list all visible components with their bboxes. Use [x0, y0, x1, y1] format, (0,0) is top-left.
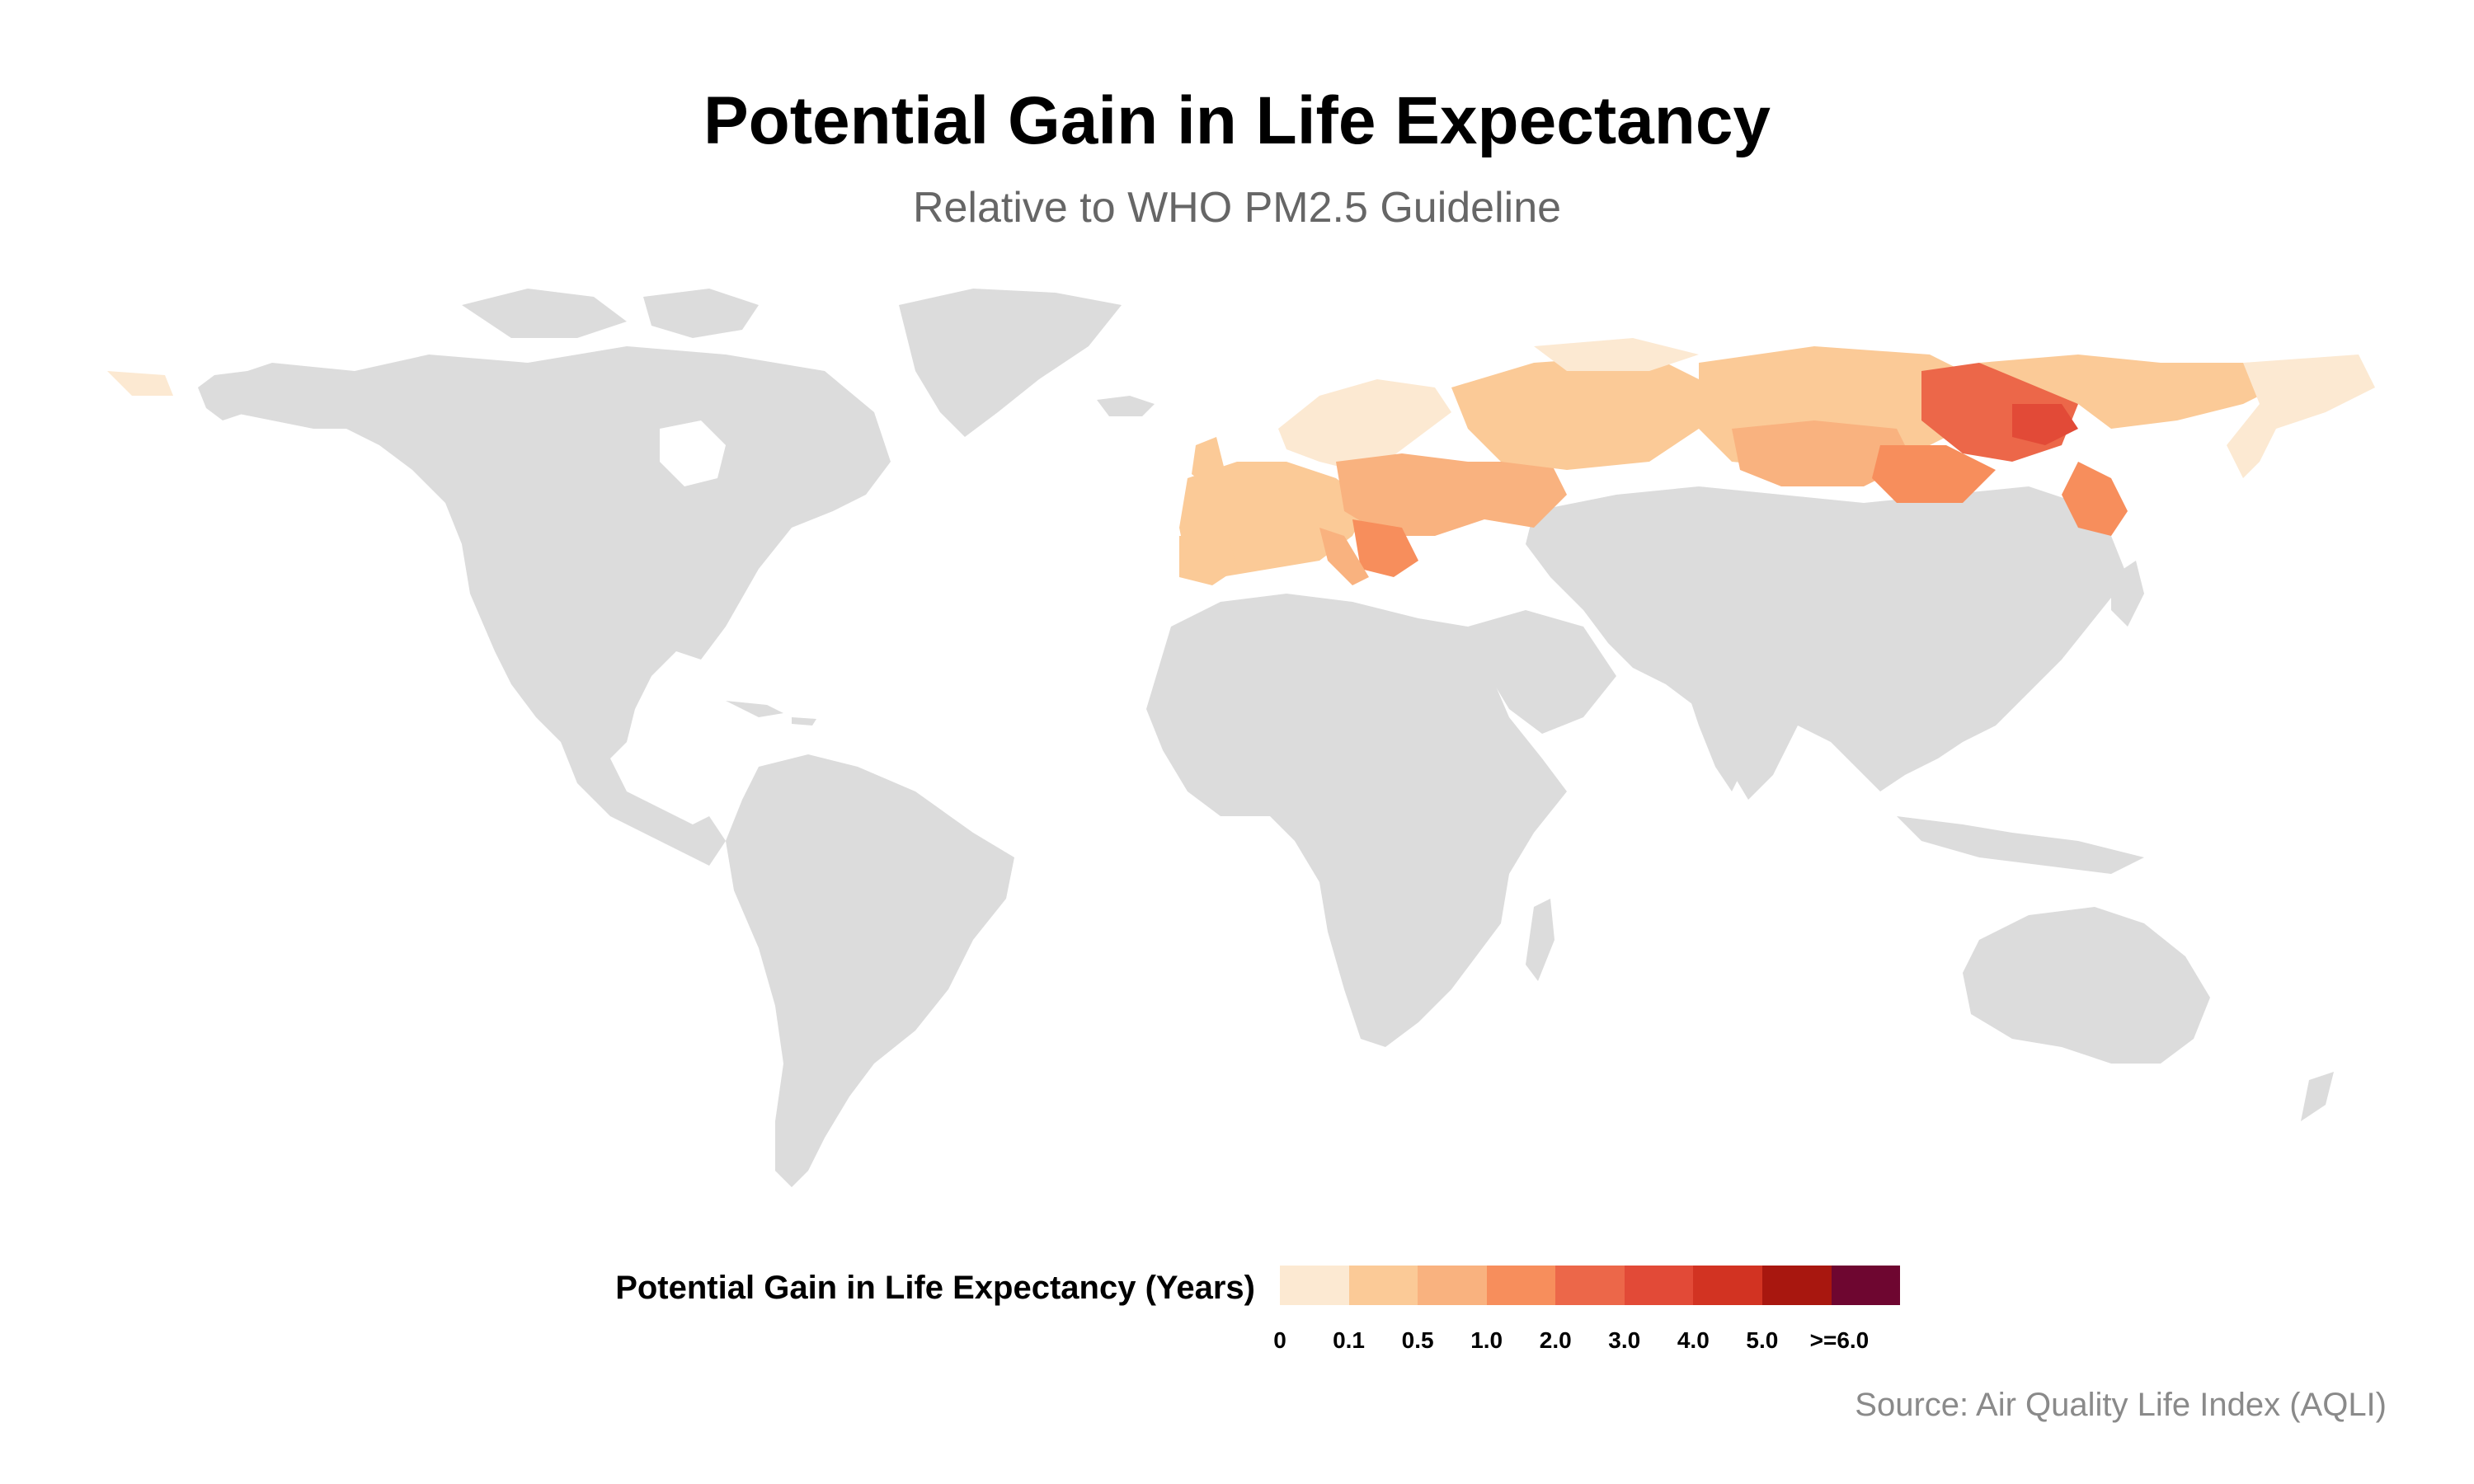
australia-landmass	[1963, 907, 2210, 1064]
legend-swatch	[1486, 1266, 1556, 1305]
region-russia-far-east	[2227, 355, 2375, 478]
region-russia-west	[1451, 355, 1699, 470]
legend-swatch	[1348, 1266, 1418, 1305]
arabia-landmass	[1468, 610, 1616, 734]
aqli-colored-regions	[107, 338, 2375, 585]
region-balkans	[1352, 519, 1418, 577]
legend-swatch	[1418, 1266, 1487, 1305]
region-amur	[2062, 462, 2128, 536]
madagascar-landmass	[1526, 899, 1554, 981]
region-iberia	[1179, 536, 1237, 585]
legend-swatch	[1693, 1266, 1762, 1305]
legend-tick-label: 0	[1273, 1327, 1286, 1353]
africa-landmass	[1146, 594, 1567, 1047]
legend-tick-label: 5.0	[1746, 1327, 1779, 1353]
south-america-landmass	[726, 754, 1014, 1187]
legend-tick-label: 0.1	[1333, 1327, 1366, 1353]
legend-swatch	[1555, 1266, 1625, 1305]
region-russia-east	[1979, 355, 2293, 429]
region-russia-north	[1534, 338, 1699, 371]
indonesia-landmass	[1897, 816, 2144, 874]
iceland-landmass	[1097, 396, 1155, 416]
new-zealand-landmass	[2301, 1072, 2334, 1121]
alaska-landmass	[198, 371, 264, 420]
legend-tick-label: 0.5	[1401, 1327, 1434, 1353]
hudson-bay-water	[660, 420, 726, 486]
legend-tick-label: 4.0	[1677, 1327, 1710, 1353]
no-data-land	[198, 289, 2334, 1187]
region-siberia-core	[2012, 404, 2078, 445]
arctic-islands-2	[643, 289, 759, 338]
region-scandinavia	[1278, 379, 1451, 470]
page-subtitle: Relative to WHO PM2.5 Guideline	[912, 184, 1562, 232]
legend-swatch	[1624, 1266, 1694, 1305]
legend-tick-label: 2.0	[1539, 1327, 1572, 1353]
legend-swatch	[1761, 1266, 1832, 1305]
legend-tick-label: >=6.0	[1809, 1327, 1870, 1353]
source-note: Source: Air Quality Life Index (AQLI)	[1855, 1387, 2387, 1423]
legend-swatch	[1280, 1266, 1349, 1305]
india-landmass	[1682, 676, 1765, 791]
region-ukraine	[1468, 462, 1567, 528]
legend-swatch	[1831, 1266, 1901, 1305]
region-chukotka-west	[107, 371, 173, 396]
region-uk	[1192, 437, 1225, 486]
legend-title: Potential Gain in Life Expectancy (Years…	[615, 1270, 1255, 1306]
asia-landmass	[1526, 486, 2128, 800]
legend-color-bar	[1280, 1266, 1901, 1305]
legend-tick-label: 3.0	[1608, 1327, 1641, 1353]
region-russia-siberia-mid	[1732, 420, 1913, 486]
region-italy	[1319, 528, 1369, 585]
arctic-islands	[462, 289, 627, 338]
region-central-europe	[1336, 453, 1501, 536]
legend-tick-label: 1.0	[1470, 1327, 1503, 1353]
page-title: Potential Gain in Life Expectancy	[703, 83, 1771, 158]
japan-landmass	[2111, 561, 2144, 627]
region-siberia-south	[1872, 445, 1996, 503]
greenland-landmass	[899, 289, 1122, 437]
caribbean-islands	[726, 701, 816, 726]
